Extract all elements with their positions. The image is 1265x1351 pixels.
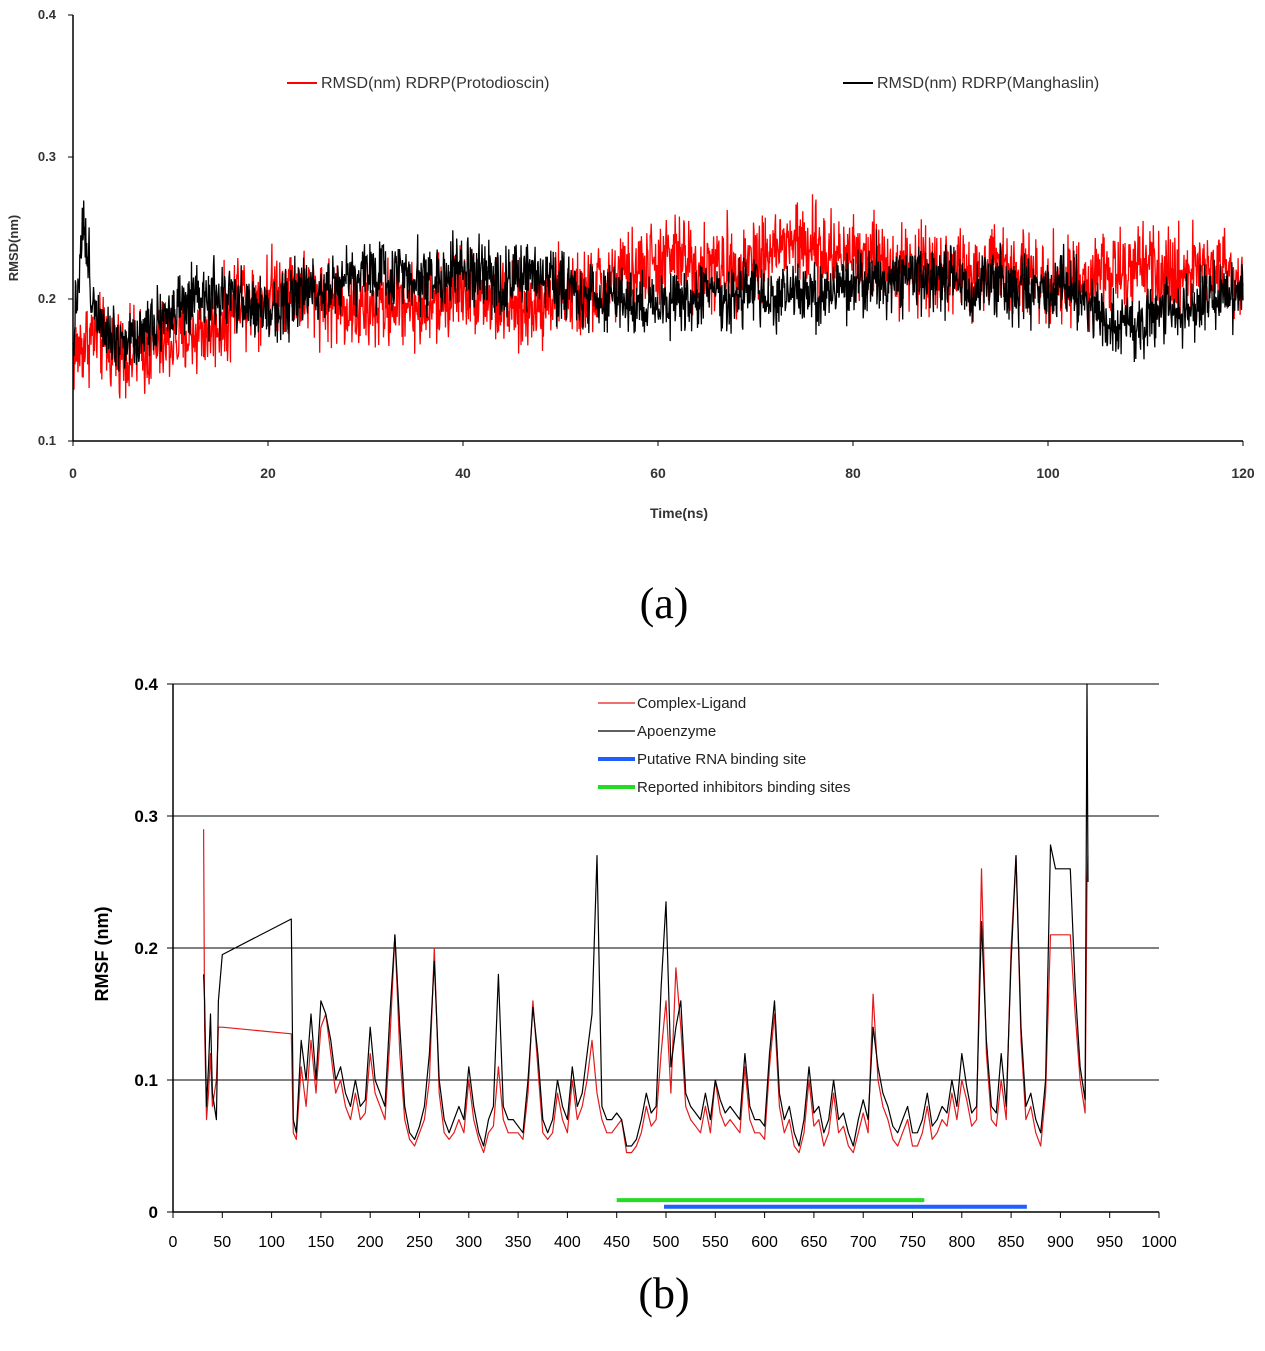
x-tick-label: 400 (554, 1234, 581, 1251)
x-tick-label: 100 (258, 1234, 285, 1251)
panel-label-a: (a) (639, 579, 689, 628)
x-tick-label: 950 (1096, 1234, 1123, 1251)
rmsd-series-1 (72, 200, 1244, 372)
x-tick-label: 80 (845, 465, 861, 481)
x-tick-label: 450 (603, 1234, 630, 1251)
x-tick-label: 350 (505, 1234, 532, 1251)
legend-label-1: Apoenzyme (637, 723, 716, 740)
y-tick-label: 0.2 (38, 291, 56, 306)
x-tick-label: 300 (455, 1234, 482, 1251)
x-axis-label: Time(ns) (650, 505, 708, 521)
x-tick-label: 100 (1036, 465, 1060, 481)
x-tick-label: 600 (751, 1234, 778, 1251)
legend-label-0: RMSD(nm) RDRP(Protodioscin) (321, 75, 549, 92)
y-tick-label: 0.2 (134, 939, 158, 958)
y-tick-label: 0 (149, 1203, 158, 1222)
legend-label-2: Putative RNA binding site (637, 751, 806, 768)
x-tick-label: 850 (998, 1234, 1025, 1251)
y-axis-label: RMSF (nm) (92, 907, 112, 1002)
x-tick-label: 0 (169, 1234, 178, 1251)
x-tick-label: 800 (948, 1234, 975, 1251)
rmsd-series-0 (72, 194, 1244, 399)
x-tick-label: 20 (260, 465, 276, 481)
y-tick-label: 0.4 (38, 7, 57, 22)
x-tick-label: 40 (455, 465, 471, 481)
x-tick-label: 60 (650, 465, 666, 481)
x-tick-label: 120 (1231, 465, 1255, 481)
y-tick-label: 0.1 (38, 433, 56, 448)
rmsf-chart: 0 0.1 0.2 0.3 0.4 0 50 100 150 200 250 300 350 400 450… (92, 675, 1177, 1251)
legend-label-1: RMSD(nm) RDRP(Manghaslin) (877, 75, 1099, 92)
rmsf-series-0 (203, 829, 1089, 1154)
x-tick-label: 700 (850, 1234, 877, 1251)
x-tick-label: 50 (213, 1234, 231, 1251)
rmsd-chart: 0.1 0.2 0.3 0.4 0 20 40 60 80 100 120 Time(ns) RMSD(… (6, 7, 1255, 521)
x-tick-label: 200 (357, 1234, 384, 1251)
rmsf-series-1 (203, 683, 1089, 1147)
x-tick-label: 750 (899, 1234, 926, 1251)
x-tick-label: 650 (801, 1234, 828, 1251)
x-tick-label: 500 (653, 1234, 680, 1251)
y-tick-label: 0.3 (134, 807, 158, 826)
x-tick-label: 1000 (1141, 1234, 1177, 1251)
y-tick-label: 0.3 (38, 149, 56, 164)
legend-label-3: Reported inhibitors binding sites (637, 779, 850, 796)
legend-label-0: Complex-Ligand (637, 695, 746, 712)
x-tick-label: 900 (1047, 1234, 1074, 1251)
x-tick-label: 250 (406, 1234, 433, 1251)
x-tick-label: 150 (308, 1234, 335, 1251)
y-tick-label: 0.1 (134, 1071, 158, 1090)
x-tick-label: 0 (69, 465, 77, 481)
panel-label-b: (b) (638, 1269, 690, 1318)
y-tick-label: 0.4 (134, 675, 158, 694)
y-axis-label: RMSD(nm) (6, 215, 21, 281)
x-tick-label: 550 (702, 1234, 729, 1251)
